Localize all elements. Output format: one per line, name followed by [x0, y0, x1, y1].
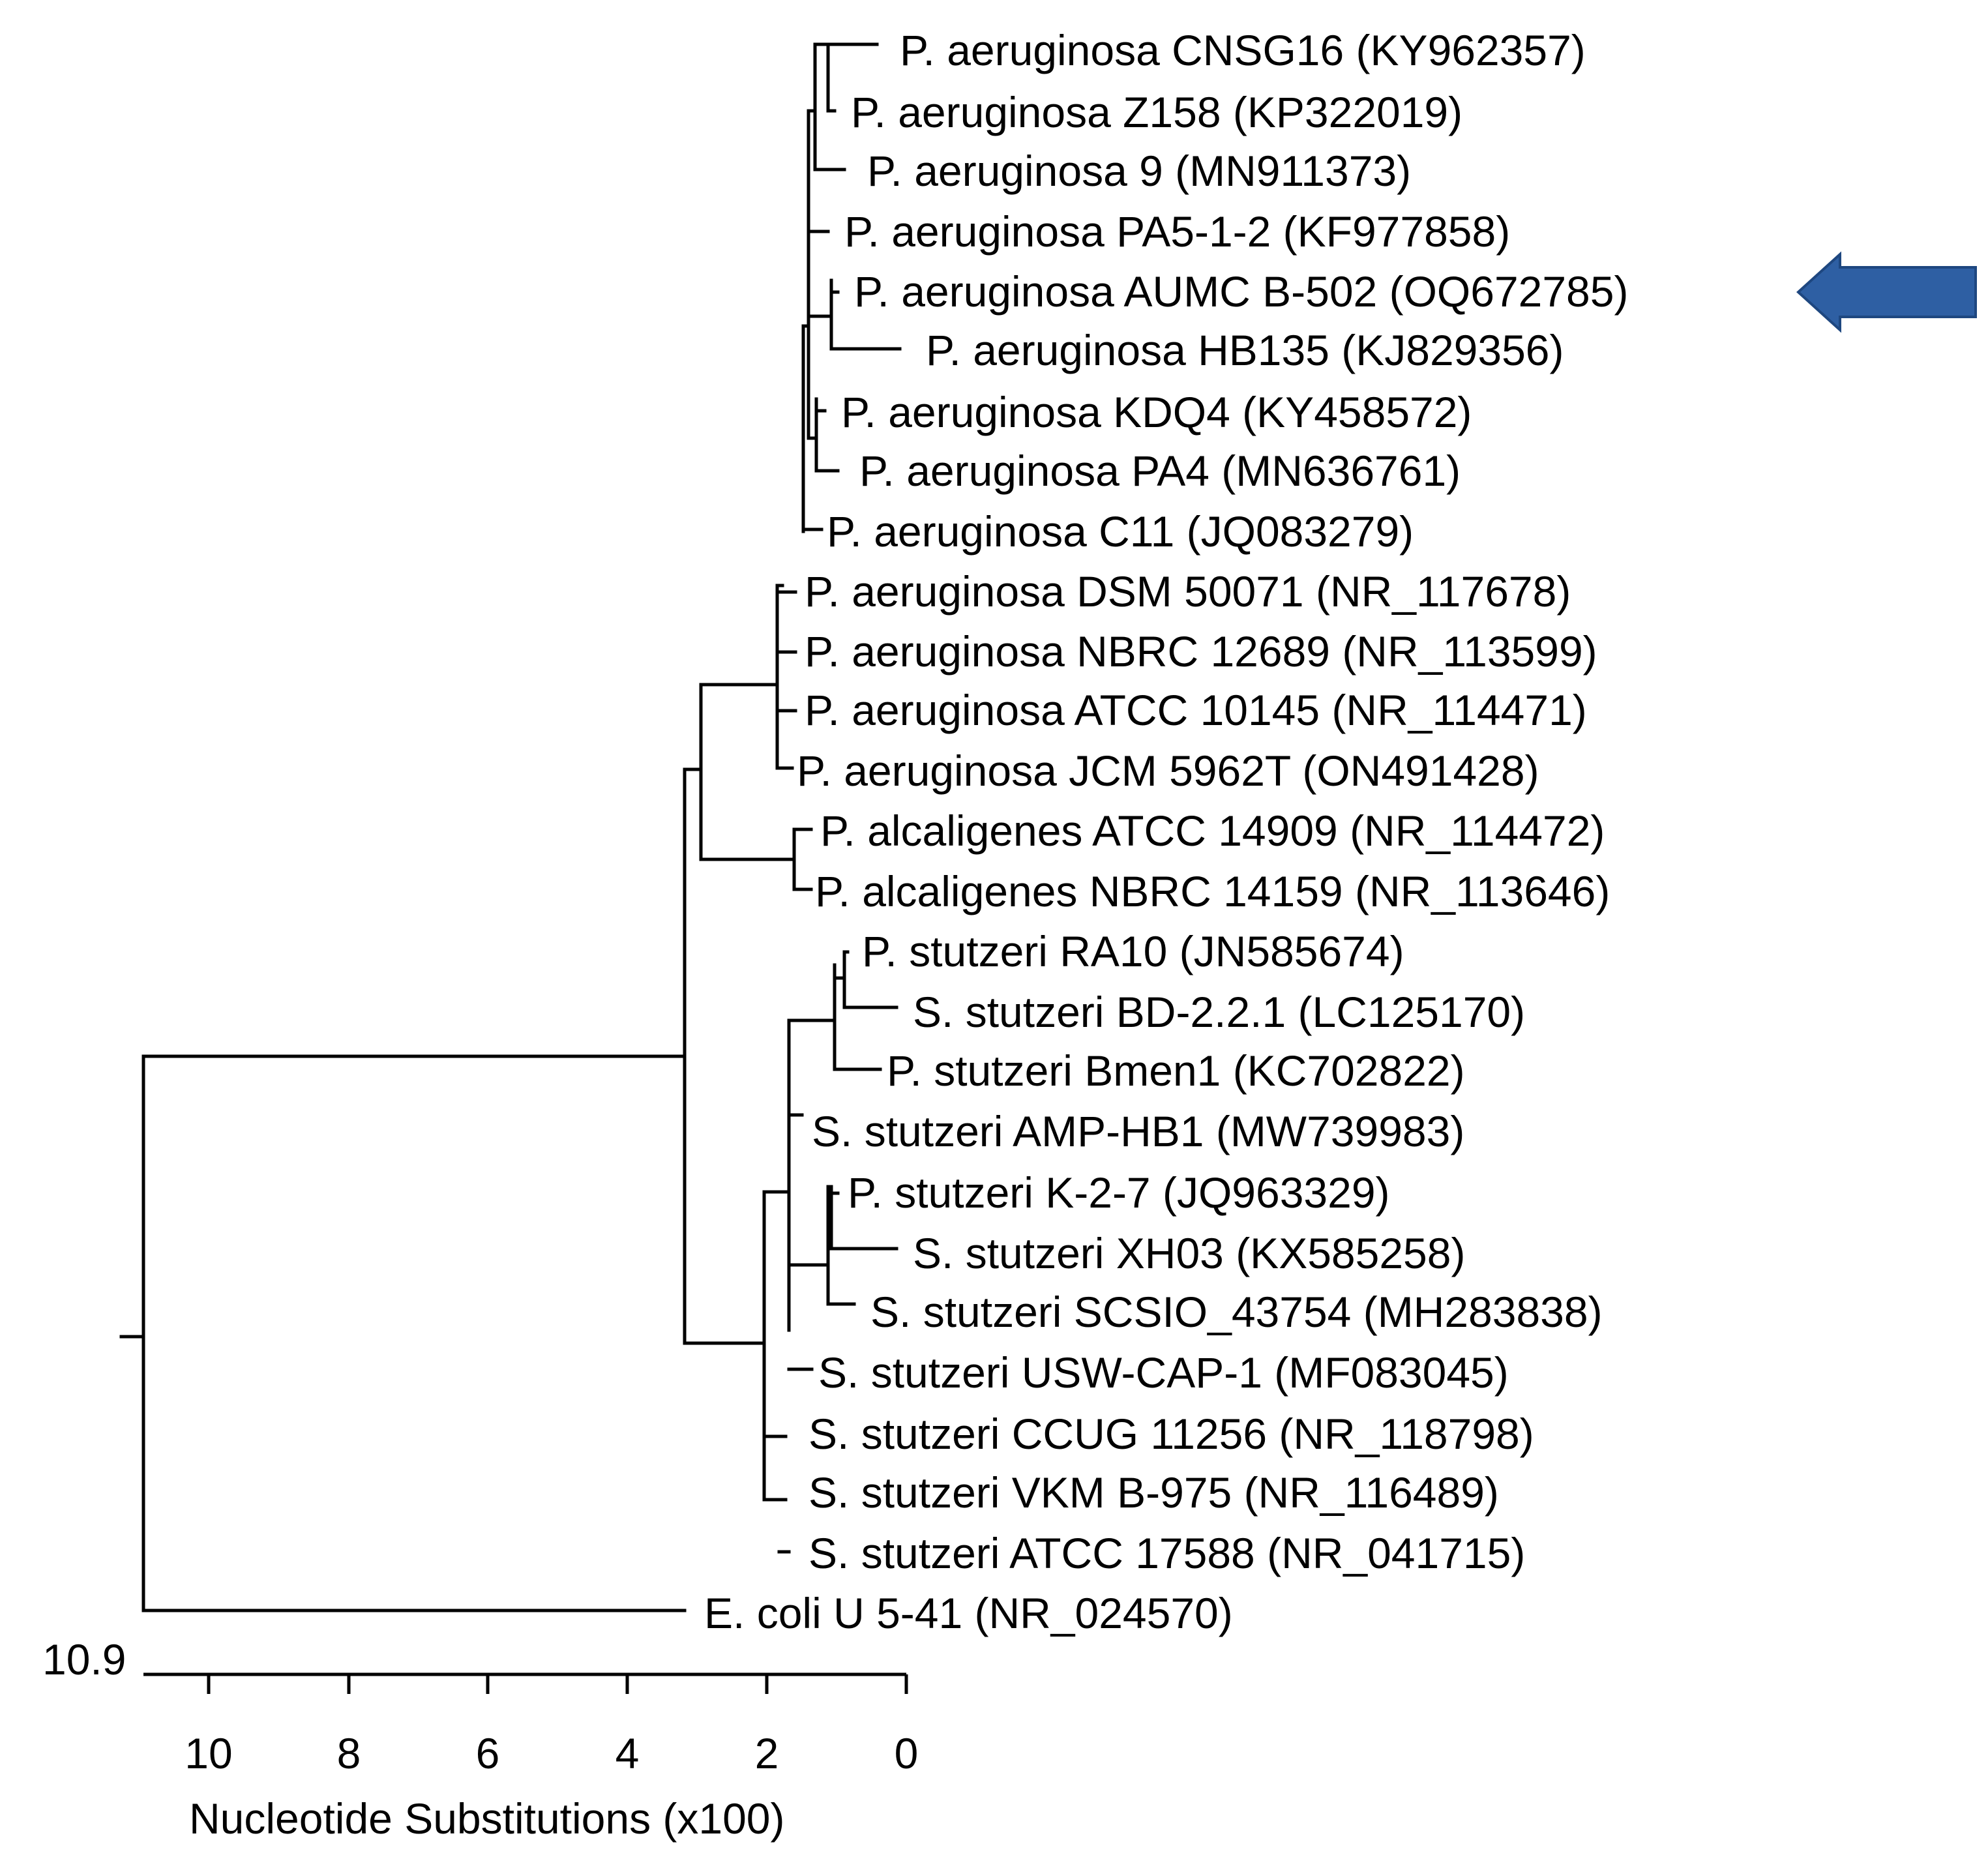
leaf-label: P. aeruginosa PA4 (MN636761): [859, 447, 1461, 495]
leaf-label: P. stutzeri K-2-7 (JQ963329): [848, 1168, 1390, 1217]
leaf-label: P. aeruginosa C11 (JQ083279): [827, 507, 1414, 556]
leaf-label: P. aeruginosa HB135 (KJ829356): [926, 326, 1564, 374]
leaf-label: S. stutzeri AMP-HB1 (MW739983): [812, 1107, 1464, 1155]
leaf-label: S. stutzeri BD-2.2.1 (LC125170): [913, 988, 1525, 1036]
leaf-label: E. coli U 5-41 (NR_024570): [704, 1589, 1233, 1637]
leaf-label: P. aeruginosa ATCC 10145 (NR_114471): [805, 686, 1587, 734]
leaf-label: P. aeruginosa AUMC B-502 (OQ672785): [854, 267, 1628, 316]
axis-tick-label: 10: [185, 1729, 232, 1777]
highlight-arrow-icon: [1796, 251, 1977, 333]
axis-tick-label: 0: [895, 1729, 919, 1777]
leaf-label: S. stutzeri USW-CAP-1 (MF083045): [818, 1348, 1509, 1397]
leaf-label: P. aeruginosa JCM 5962T (ON491428): [797, 747, 1539, 795]
leaf-label: S. stutzeri CCUG 11256 (NR_118798): [809, 1410, 1534, 1458]
scale-value-label: 10.9: [42, 1635, 126, 1684]
leaf-label: P. aeruginosa NBRC 12689 (NR_113599): [805, 627, 1597, 675]
leaf-label: P. alcaligenes NBRC 14159 (NR_113646): [815, 867, 1610, 915]
leaf-label: P. aeruginosa KDQ4 (KY458572): [841, 388, 1472, 436]
leaf-labels: P. aeruginosa CNSG16 (KY962357) P. aerug…: [704, 26, 1628, 1637]
leaf-label: P. alcaligenes ATCC 14909 (NR_114472): [820, 807, 1605, 855]
leaf-label: S. stutzeri ATCC 17588 (NR_041715): [809, 1529, 1525, 1577]
scale-axis: 10.9 10 8 6 4 2 0 Nucleotide Substitutio…: [42, 1635, 918, 1843]
leaf-label: S. stutzeri XH03 (KX585258): [913, 1229, 1465, 1277]
axis-title: Nucleotide Substitutions (x100): [189, 1794, 785, 1843]
leaf-label: P. aeruginosa Z158 (KP322019): [851, 88, 1462, 136]
leaf-label: P. stutzeri Bmen1 (KC702822): [887, 1046, 1465, 1095]
leaf-label: P. stutzeri RA10 (JN585674): [862, 927, 1404, 975]
leaf-label: P. aeruginosa 9 (MN911373): [867, 147, 1411, 195]
axis-tick-label: 8: [337, 1729, 361, 1777]
leaf-label: S. stutzeri VKM B-975 (NR_116489): [809, 1468, 1499, 1517]
axis-tick-label: 4: [616, 1729, 640, 1777]
axis-tick-label: 6: [476, 1729, 500, 1777]
leaf-label: P. aeruginosa PA5-1-2 (KF977858): [844, 207, 1510, 256]
leaf-label: P. aeruginosa DSM 50071 (NR_117678): [805, 567, 1571, 616]
leaf-label: S. stutzeri SCSIO_43754 (MH283838): [870, 1288, 1603, 1336]
leaf-label: P. aeruginosa CNSG16 (KY962357): [900, 26, 1586, 74]
tree-branches: [119, 42, 902, 1612]
axis-tick-label: 2: [755, 1729, 779, 1777]
